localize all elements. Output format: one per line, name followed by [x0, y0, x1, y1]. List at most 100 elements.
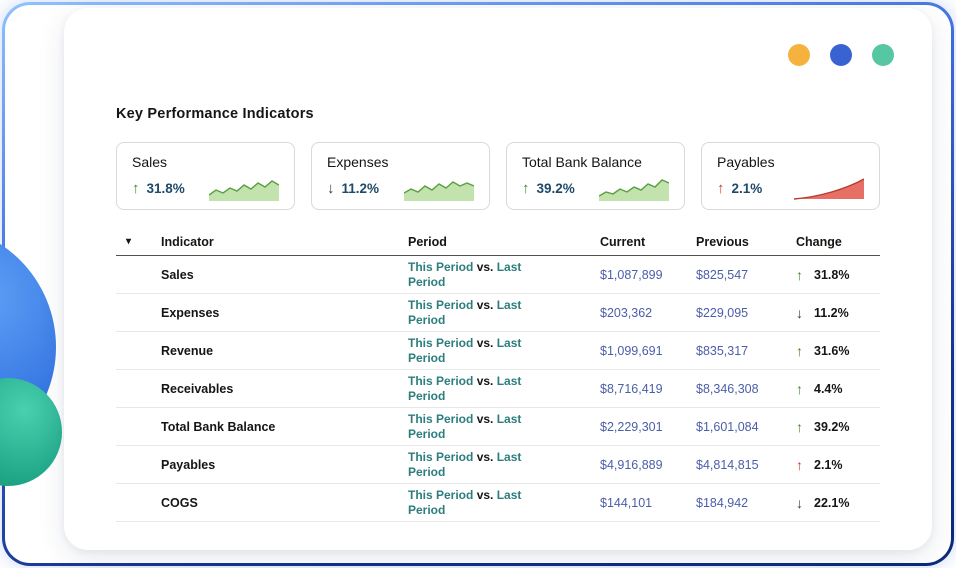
last-period-link[interactable]: Last Period — [408, 411, 522, 441]
previous-value-link[interactable]: $835,317 — [696, 343, 749, 358]
teal-dot-icon — [872, 44, 894, 66]
change-value: 31.6% — [814, 343, 850, 358]
previous-value-link[interactable]: $8,346,308 — [696, 381, 759, 396]
kpi-change-value: 39.2% — [536, 180, 575, 196]
change-cell: ↑ 31.6% — [796, 344, 880, 358]
header-indicator: Indicator — [161, 234, 214, 249]
change-value: 4.4% — [814, 381, 843, 396]
previous-value-link[interactable]: $825,547 — [696, 267, 749, 282]
this-period-link[interactable]: This Period — [408, 335, 474, 350]
last-period-link[interactable]: Last Period — [408, 373, 522, 403]
sparkline-expenses-icon — [404, 181, 474, 201]
current-value-link[interactable]: $144,101 — [600, 495, 653, 510]
change-value: 2.1% — [814, 457, 843, 472]
change-cell: ↓ 11.2% — [796, 306, 880, 320]
down-arrow-icon: ↓ — [796, 304, 803, 321]
last-period-link[interactable]: Last Period — [408, 335, 522, 365]
up-arrow-icon: ↑ — [796, 266, 803, 283]
period-cell: This Period vs. Last Period — [408, 260, 560, 290]
kpi-table: ▾ Indicator Period Current Previous Chan… — [116, 228, 880, 522]
this-period-link[interactable]: This Period — [408, 373, 474, 388]
last-period-link[interactable]: Last Period — [408, 449, 522, 479]
kpi-card-sales[interactable]: Sales ↑ 31.8% — [116, 142, 295, 210]
indicator-label: Revenue — [161, 343, 214, 358]
kpi-change-value: 2.1% — [731, 180, 763, 196]
dashboard-card: Key Performance Indicators Sales ↑ 31.8% — [64, 8, 932, 550]
vs-label: vs. — [476, 297, 494, 312]
current-value-link[interactable]: $1,087,899 — [600, 267, 663, 282]
up-arrow-icon: ↑ — [796, 380, 803, 397]
orange-dot-icon — [788, 44, 810, 66]
down-arrow-icon: ↓ — [327, 179, 335, 197]
status-dots — [788, 44, 894, 66]
previous-value-link[interactable]: $1,601,084 — [696, 419, 759, 434]
current-value-link[interactable]: $4,916,889 — [600, 457, 663, 472]
change-value: 11.2% — [814, 305, 849, 320]
up-arrow-icon: ↑ — [717, 179, 725, 197]
table-row-revenue: Revenue This Period vs. Last Period $1,0… — [116, 332, 880, 370]
kpi-label: Total Bank Balance — [522, 154, 642, 170]
header-change: Change — [796, 234, 842, 249]
period-cell: This Period vs. Last Period — [408, 450, 560, 480]
page-title: Key Performance Indicators — [116, 106, 314, 122]
last-period-link[interactable]: Last Period — [408, 259, 522, 289]
header-current: Current — [600, 234, 646, 249]
indicator-label: Sales — [161, 267, 194, 282]
period-cell: This Period vs. Last Period — [408, 488, 560, 518]
vs-label: vs. — [476, 335, 494, 350]
change-cell: ↑ 39.2% — [796, 420, 880, 434]
change-cell: ↑ 4.4% — [796, 382, 880, 396]
this-period-link[interactable]: This Period — [408, 411, 474, 426]
vs-label: vs. — [476, 259, 494, 274]
current-value-link[interactable]: $1,099,691 — [600, 343, 663, 358]
header-period: Period — [408, 234, 447, 249]
indicator-label: COGS — [161, 495, 198, 510]
table-header-row: ▾ Indicator Period Current Previous Chan… — [116, 228, 880, 256]
kpi-label: Payables — [717, 154, 775, 170]
vs-label: vs. — [476, 487, 494, 502]
previous-value-link[interactable]: $4,814,815 — [696, 457, 759, 472]
table-row-expenses: Expenses This Period vs. Last Period $20… — [116, 294, 880, 332]
this-period-link[interactable]: This Period — [408, 259, 474, 274]
indicator-label: Receivables — [161, 381, 234, 396]
change-value: 31.8% — [814, 267, 850, 282]
vs-label: vs. — [476, 449, 494, 464]
down-arrow-icon: ↓ — [796, 494, 803, 511]
kpi-card-expenses[interactable]: Expenses ↓ 11.2% — [311, 142, 490, 210]
this-period-link[interactable]: This Period — [408, 449, 474, 464]
up-arrow-icon: ↑ — [796, 418, 803, 435]
indicator-label: Total Bank Balance — [161, 419, 276, 434]
kpi-card-row: Sales ↑ 31.8% Expenses ↓ 11.2% — [116, 142, 880, 210]
change-cell: ↓ 22.1% — [796, 496, 880, 510]
change-cell: ↑ 31.8% — [796, 268, 880, 282]
previous-value-link[interactable]: $229,095 — [696, 305, 749, 320]
this-period-link[interactable]: This Period — [408, 297, 474, 312]
current-value-link[interactable]: $203,362 — [600, 305, 653, 320]
kpi-card-total-bank-balance[interactable]: Total Bank Balance ↑ 39.2% — [506, 142, 685, 210]
vs-label: vs. — [476, 373, 494, 388]
table-expand-caret[interactable]: ▾ — [126, 236, 132, 247]
change-value: 39.2% — [814, 419, 850, 434]
current-value-link[interactable]: $2,229,301 — [600, 419, 663, 434]
period-cell: This Period vs. Last Period — [408, 298, 560, 328]
up-arrow-icon: ↑ — [132, 179, 140, 197]
last-period-link[interactable]: Last Period — [408, 297, 522, 327]
period-cell: This Period vs. Last Period — [408, 336, 560, 366]
period-cell: This Period vs. Last Period — [408, 374, 560, 404]
header-previous: Previous — [696, 234, 749, 249]
last-period-link[interactable]: Last Period — [408, 487, 522, 517]
kpi-label: Sales — [132, 154, 168, 170]
previous-value-link[interactable]: $184,942 — [696, 495, 749, 510]
table-row-receivables: Receivables This Period vs. Last Period … — [116, 370, 880, 408]
kpi-label: Expenses — [327, 154, 389, 170]
this-period-link[interactable]: This Period — [408, 487, 474, 502]
current-value-link[interactable]: $8,716,419 — [600, 381, 663, 396]
table-row-payables: Payables This Period vs. Last Period $4,… — [116, 446, 880, 484]
sparkline-sales-icon — [209, 180, 279, 201]
table-row-total-bank-balance: Total Bank Balance This Period vs. Last … — [116, 408, 880, 446]
indicator-label: Payables — [161, 457, 216, 472]
sparkline-payables-icon — [794, 178, 864, 200]
kpi-card-payables[interactable]: Payables ↑ 2.1% — [701, 142, 880, 210]
up-arrow-icon: ↑ — [796, 456, 803, 473]
